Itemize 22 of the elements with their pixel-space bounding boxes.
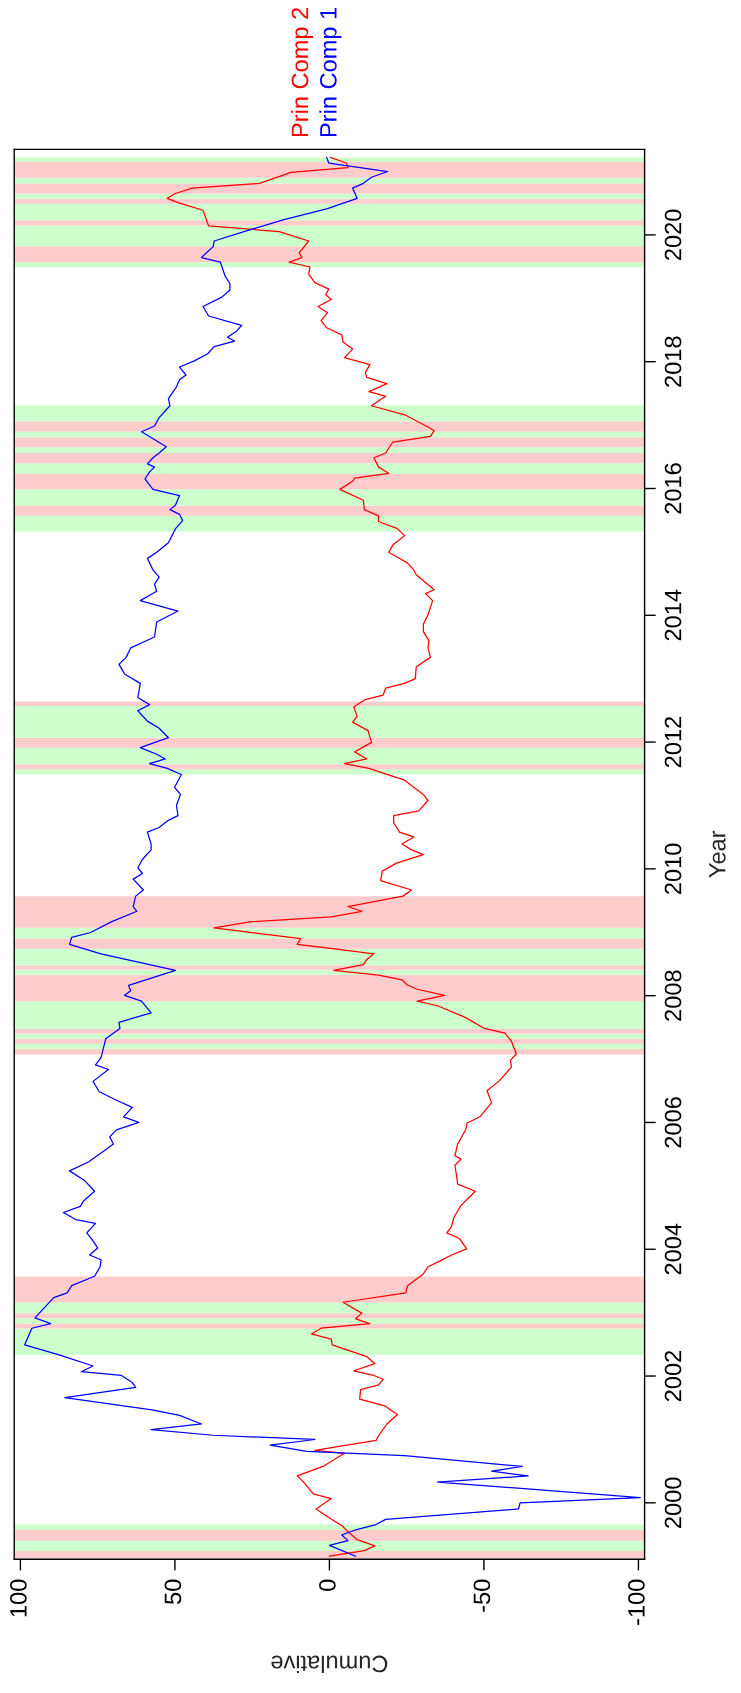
y-tick-label: 2000 bbox=[664, 1477, 682, 1528]
y-axis-title: Year bbox=[709, 830, 726, 878]
y-tick-label: 2006 bbox=[664, 1097, 682, 1148]
x-tick-label: 0 bbox=[319, 1579, 336, 1591]
y-tick-label: 2002 bbox=[664, 1350, 682, 1402]
text: Prin Comp 2 bbox=[290, 8, 313, 137]
line-series bbox=[166, 156, 517, 1557]
text: Prin Comp 1 bbox=[319, 7, 342, 137]
line-series bbox=[24, 156, 641, 1557]
y-tick-label: 2008 bbox=[664, 970, 682, 1021]
y-tick-label: 2004 bbox=[664, 1223, 682, 1275]
x-tick-label: -100 bbox=[628, 1579, 645, 1625]
y-tick-label: 2014 bbox=[664, 589, 682, 641]
x-tick-label: -50 bbox=[473, 1579, 491, 1612]
y-tick-label: 2012 bbox=[664, 717, 682, 768]
y-tick-label: 2018 bbox=[664, 336, 682, 387]
x-axis-title: Cumulative bbox=[271, 1655, 388, 1673]
x-tick-label: 50 bbox=[164, 1579, 182, 1605]
y-tick-label: 2016 bbox=[664, 463, 682, 514]
y-tick-label: 2020 bbox=[664, 209, 682, 260]
x-tick-label: 100 bbox=[10, 1579, 27, 1617]
y-tick-label: 2010 bbox=[664, 843, 682, 894]
